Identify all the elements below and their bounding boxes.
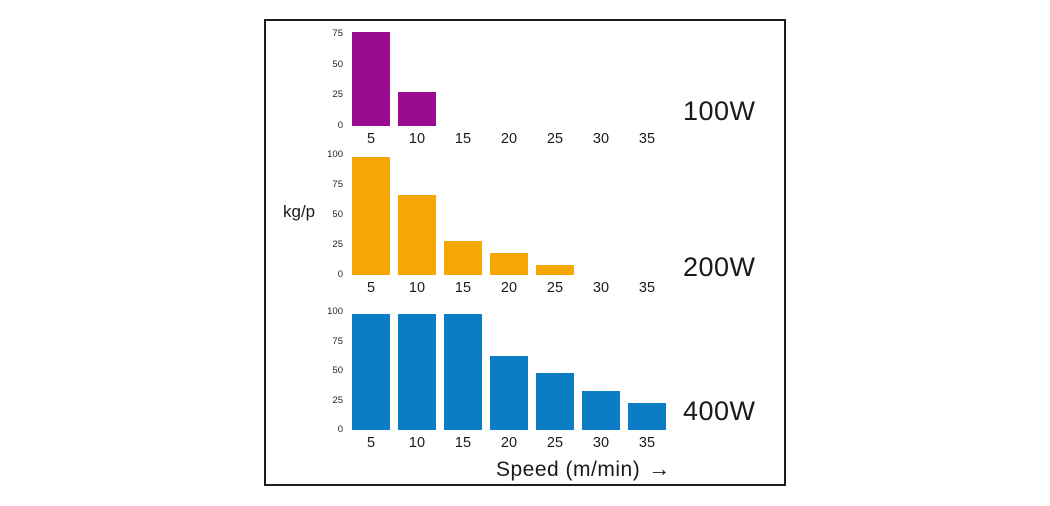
y-tick-label: 25 [332, 239, 343, 250]
bar-400W-speed-20 [490, 356, 528, 430]
bar-400W-speed-5 [352, 314, 390, 430]
x-tick-label: 15 [454, 131, 472, 147]
y-tick-label: 25 [332, 394, 343, 406]
x-tick-label: 30 [592, 280, 610, 296]
bar-100W-speed-5 [352, 32, 390, 126]
y-tick-label: 75 [332, 179, 343, 190]
bar-400W-speed-10 [398, 314, 436, 430]
y-tick-label: 0 [337, 120, 343, 131]
x-tick-label: 25 [546, 435, 564, 451]
series-label-100w: 100W [683, 96, 756, 126]
bar-400W-speed-35 [628, 403, 666, 430]
y-tick-label: 0 [337, 424, 343, 435]
x-tick-label: 35 [638, 280, 656, 296]
x-tick-label: 20 [500, 280, 518, 296]
y-tick-label: 25 [332, 89, 343, 101]
x-tick-label: 35 [638, 435, 656, 451]
bar-400W-speed-15 [444, 314, 482, 430]
x-tick-label: 5 [366, 435, 376, 451]
x-axis-label-text: Speed (m/min) [496, 458, 641, 481]
bar-400W-speed-30 [582, 391, 620, 430]
x-axis-label: Speed (m/min) → [496, 456, 671, 482]
series-label-400w: 400W [683, 396, 756, 426]
bar-100W-speed-10 [398, 92, 436, 126]
y-tick-label: 100 [327, 306, 343, 317]
figure-frame: 0 25 50 75 5 10 15 20 25 30 35 0 25 50 75 100 5 10 15 20 25… [264, 19, 786, 486]
x-tick-label: 30 [592, 131, 610, 147]
bar-200W-speed-20 [490, 253, 528, 275]
x-tick-label: 15 [454, 435, 472, 451]
x-tick-label: 15 [454, 280, 472, 296]
x-tick-label: 5 [366, 280, 376, 296]
x-tick-label: 35 [638, 131, 656, 147]
x-tick-label: 25 [546, 280, 564, 296]
y-tick-label: 50 [332, 58, 343, 70]
y-tick-label: 0 [337, 269, 343, 280]
x-tick-label: 20 [500, 131, 518, 147]
series-label-200w: 200W [683, 252, 756, 282]
bar-200W-speed-25 [536, 265, 574, 275]
x-tick-label: 30 [592, 435, 610, 451]
x-tick-label: 10 [408, 280, 426, 296]
x-tick-label: 20 [500, 435, 518, 451]
y-tick-label: 75 [332, 335, 343, 347]
chart-100w-plot: 0 25 50 75 5 10 15 20 25 30 35 [332, 28, 666, 147]
y-tick-label: 100 [327, 149, 343, 160]
y-tick-label: 50 [332, 365, 343, 376]
bar-200W-speed-5 [352, 157, 390, 275]
bar-400W-speed-25 [536, 373, 574, 430]
x-tick-label: 25 [546, 131, 564, 147]
y-tick-label: 75 [332, 28, 343, 39]
bar-200W-speed-15 [444, 241, 482, 275]
chart-400w-plot: 0 25 50 75 100 5 10 15 20 25 30 35 [327, 306, 666, 451]
bar-200W-speed-10 [398, 195, 436, 275]
chart-200w-plot: 0 25 50 75 100 5 10 15 20 25 30 35 [327, 149, 666, 296]
right-arrow-icon: → [648, 456, 671, 481]
y-tick-label: 50 [332, 209, 343, 220]
x-tick-label: 5 [366, 131, 376, 147]
y-axis-label: kg/p [283, 202, 316, 221]
x-tick-label: 10 [408, 131, 426, 147]
x-tick-label: 10 [408, 435, 426, 451]
